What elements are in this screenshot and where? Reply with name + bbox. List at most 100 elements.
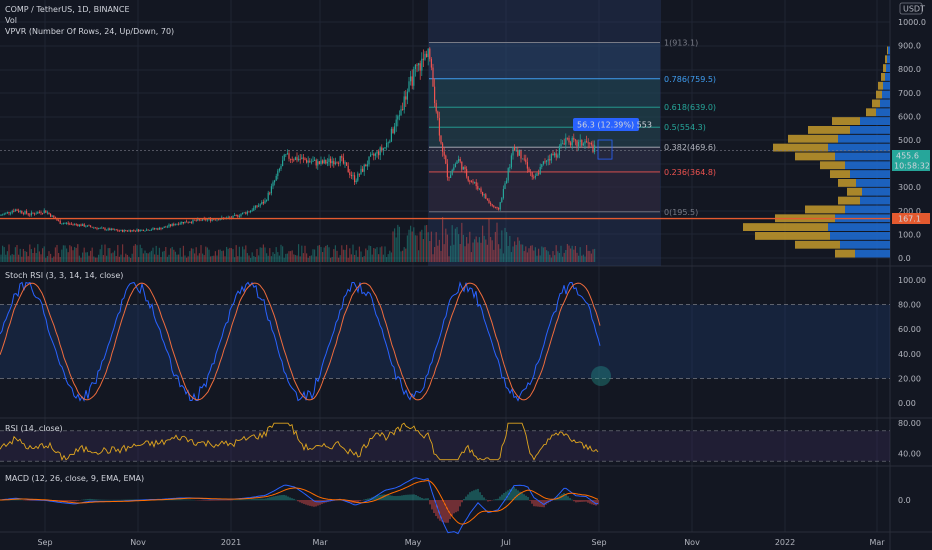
candle[interactable]: [398, 115, 400, 117]
candle[interactable]: [467, 176, 469, 181]
candle[interactable]: [206, 219, 208, 221]
candle[interactable]: [122, 229, 124, 232]
candle[interactable]: [456, 161, 458, 164]
candles[interactable]: [0, 47, 596, 233]
candle[interactable]: [275, 175, 277, 181]
candle[interactable]: [387, 142, 389, 144]
candle[interactable]: [82, 224, 84, 226]
candle[interactable]: [397, 116, 399, 120]
candle[interactable]: [83, 224, 85, 227]
candle[interactable]: [411, 76, 413, 86]
candle[interactable]: [405, 96, 407, 100]
candle[interactable]: [88, 225, 90, 227]
candle[interactable]: [99, 227, 101, 229]
candle[interactable]: [125, 230, 127, 231]
candle[interactable]: [266, 200, 268, 202]
candle[interactable]: [219, 219, 221, 221]
candle[interactable]: [152, 228, 154, 230]
candle[interactable]: [32, 212, 34, 214]
candle[interactable]: [547, 159, 549, 161]
candle[interactable]: [160, 227, 162, 230]
candle[interactable]: [186, 221, 188, 223]
candle[interactable]: [6, 211, 8, 213]
candle[interactable]: [333, 161, 335, 165]
candle[interactable]: [299, 158, 301, 160]
candle[interactable]: [565, 137, 567, 145]
candle[interactable]: [102, 227, 104, 229]
candle[interactable]: [163, 226, 165, 228]
candle[interactable]: [514, 146, 516, 151]
candle[interactable]: [283, 154, 285, 161]
candle[interactable]: [493, 205, 495, 207]
candle[interactable]: [168, 224, 170, 227]
candle[interactable]: [402, 109, 404, 110]
candle[interactable]: [451, 169, 453, 175]
candle[interactable]: [264, 200, 266, 204]
candle[interactable]: [522, 158, 524, 160]
candle[interactable]: [394, 126, 396, 134]
candle[interactable]: [34, 213, 36, 215]
candle[interactable]: [579, 139, 581, 142]
candle[interactable]: [440, 135, 442, 144]
candle[interactable]: [150, 229, 152, 231]
stoch-rsi-pane[interactable]: [0, 281, 890, 403]
candle[interactable]: [506, 180, 508, 184]
candle[interactable]: [539, 167, 541, 175]
candle[interactable]: [110, 228, 112, 231]
candle[interactable]: [243, 212, 245, 214]
measure-range[interactable]: [597, 139, 613, 160]
candle[interactable]: [557, 155, 559, 158]
candle[interactable]: [480, 188, 482, 193]
candle[interactable]: [536, 173, 538, 176]
candle[interactable]: [331, 161, 333, 164]
candle[interactable]: [216, 219, 218, 221]
candle[interactable]: [246, 211, 248, 214]
candle[interactable]: [261, 202, 263, 205]
candle[interactable]: [550, 153, 552, 161]
candle[interactable]: [141, 229, 143, 231]
candle[interactable]: [488, 199, 490, 203]
candle[interactable]: [13, 211, 15, 212]
candle[interactable]: [538, 173, 540, 175]
candle[interactable]: [365, 164, 367, 167]
candle[interactable]: [46, 212, 48, 214]
candle[interactable]: [2, 214, 4, 216]
candle[interactable]: [214, 219, 216, 221]
candle[interactable]: [26, 211, 28, 214]
candle[interactable]: [67, 222, 69, 224]
candle[interactable]: [485, 194, 487, 199]
candle[interactable]: [421, 58, 423, 71]
candle[interactable]: [166, 226, 168, 228]
stoch-d-line[interactable]: [0, 282, 601, 401]
candle[interactable]: [594, 145, 596, 153]
candle[interactable]: [267, 192, 269, 201]
candle[interactable]: [355, 180, 357, 183]
candle[interactable]: [190, 222, 192, 223]
candle[interactable]: [27, 213, 29, 215]
candle[interactable]: [200, 219, 202, 221]
candle[interactable]: [352, 175, 354, 177]
candle[interactable]: [376, 151, 378, 154]
candle[interactable]: [562, 143, 564, 145]
candle[interactable]: [258, 205, 260, 207]
candle[interactable]: [254, 205, 256, 208]
measure-box[interactable]: [573, 118, 639, 131]
candle[interactable]: [256, 205, 258, 207]
candle[interactable]: [171, 223, 173, 226]
candle[interactable]: [574, 139, 576, 141]
candle[interactable]: [123, 230, 125, 232]
fib-retracement[interactable]: 1(913.1) 0.786(759.5) 0.618(639.0) 0.5(554.…: [429, 39, 716, 217]
candle[interactable]: [194, 219, 196, 221]
signal-line[interactable]: [0, 479, 599, 525]
candle[interactable]: [512, 146, 514, 156]
candle[interactable]: [339, 156, 341, 164]
candle[interactable]: [419, 63, 421, 71]
candle[interactable]: [22, 213, 24, 214]
candle[interactable]: [469, 180, 471, 182]
candle[interactable]: [162, 227, 164, 230]
candle[interactable]: [370, 154, 372, 157]
candle[interactable]: [544, 161, 546, 163]
candle[interactable]: [325, 159, 327, 164]
candle[interactable]: [410, 76, 412, 82]
